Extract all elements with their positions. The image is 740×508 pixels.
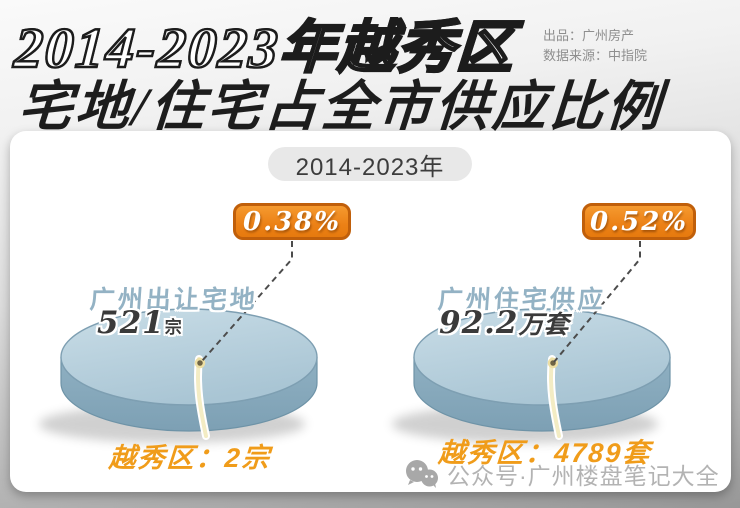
pie-housing-total-value: 92.2 (439, 305, 519, 341)
credit-producer: 出品：广州房产 (543, 28, 635, 43)
credit-source: 数据来源：中指院 (543, 48, 648, 63)
period-badge: 2014-2023年 (268, 147, 472, 181)
watermark-text: 公众号·广州楼盘笔记大全 (447, 463, 720, 489)
pie-land-total-unit: 宗 (164, 318, 182, 337)
wechat-icon (406, 460, 438, 488)
share-badge-land: 0.38% (233, 203, 351, 240)
pie-housing-total-unit: 万套 (518, 311, 569, 339)
callout-land: 越秀区：2宗 (107, 443, 272, 473)
watermark: 公众号·广州楼盘笔记大全 (404, 457, 720, 491)
pie-land-total-value: 521 (97, 305, 165, 341)
pie-land-total: 521宗 (97, 305, 182, 341)
page-title-line2: 宅地/住宅占全市供应比例 (16, 77, 666, 137)
credits-block: 出品：广州房产 数据来源：中指院 (543, 26, 647, 66)
share-badge-housing: 0.52% (582, 203, 696, 240)
pie-housing-total: 92.2万套 (439, 305, 569, 341)
